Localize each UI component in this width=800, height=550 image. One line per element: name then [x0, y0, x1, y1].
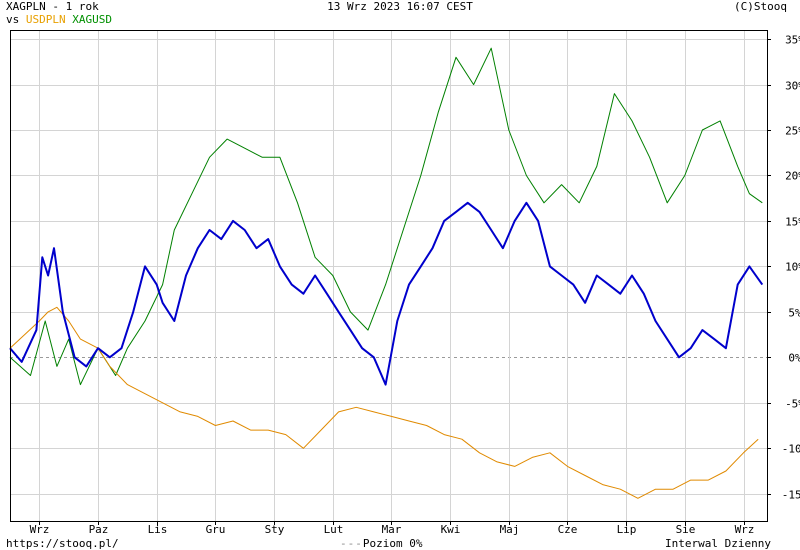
- y-tick-label: -10%: [782, 443, 800, 456]
- y-tick-label: -5%: [785, 398, 800, 411]
- x-tick-label: Maj: [500, 523, 520, 536]
- x-tick-label: Sie: [676, 523, 696, 536]
- x-tick-label: Mar: [382, 523, 402, 536]
- x-tick-label: Sty: [265, 523, 285, 536]
- series-line-usdpln: [9, 306, 759, 499]
- zero-level-legend: ---Poziom 0%: [340, 537, 422, 550]
- chart-title: XAGPLN - 1 rok: [6, 0, 99, 13]
- x-tick-label: Cze: [558, 523, 578, 536]
- y-tick-label: 15%: [785, 216, 800, 229]
- x-tick-label: Gru: [206, 523, 226, 536]
- zero-level-label: Poziom 0%: [362, 537, 423, 550]
- plot-frame: [10, 30, 768, 522]
- x-tick-label: Wrz: [30, 523, 50, 536]
- legend-xagusd: XAGUSD: [72, 13, 112, 26]
- y-tick-label: 10%: [785, 261, 800, 274]
- dashed-line-icon: ---: [340, 537, 363, 550]
- legend-usdpln: USDPLN: [25, 13, 66, 26]
- x-tick-label: Kwi: [441, 523, 461, 536]
- x-tick-label: Paz: [89, 523, 109, 536]
- series-line-xagpln: [9, 201, 764, 386]
- y-tick-label: 5%: [788, 307, 800, 320]
- series-line-xagusd: [9, 47, 763, 386]
- brand-credit: (C)Stooq: [734, 0, 787, 13]
- y-tick-label: 25%: [785, 125, 800, 138]
- y-tick-label: 20%: [785, 170, 800, 183]
- source-url[interactable]: https://stooq.pl/: [6, 537, 119, 550]
- y-tick-label: 30%: [785, 80, 800, 93]
- y-tick-label: -15%: [782, 489, 800, 502]
- vs-label: vs: [6, 13, 20, 26]
- x-tick-label: Lis: [148, 523, 168, 536]
- grid-lines: [10, 30, 767, 521]
- axes: 35% 30% 25% 20% 15% 10% 5% 0% -5% -10% -15% Wrz Paz L…: [10, 30, 800, 536]
- interval-label: Interwal Dzienny: [665, 537, 771, 550]
- y-tick-label: 0%: [788, 352, 800, 365]
- series-lines: [9, 47, 764, 499]
- comparison-legend: vs USDPLN XAGUSD: [6, 13, 112, 26]
- timestamp: 13 Wrz 2023 16:07 CEST: [327, 0, 473, 13]
- y-tick-label: 35%: [785, 34, 800, 47]
- x-tick-label: Wrz: [735, 523, 755, 536]
- x-tick-label: Lut: [324, 523, 344, 536]
- x-tick-label: Lip: [617, 523, 637, 536]
